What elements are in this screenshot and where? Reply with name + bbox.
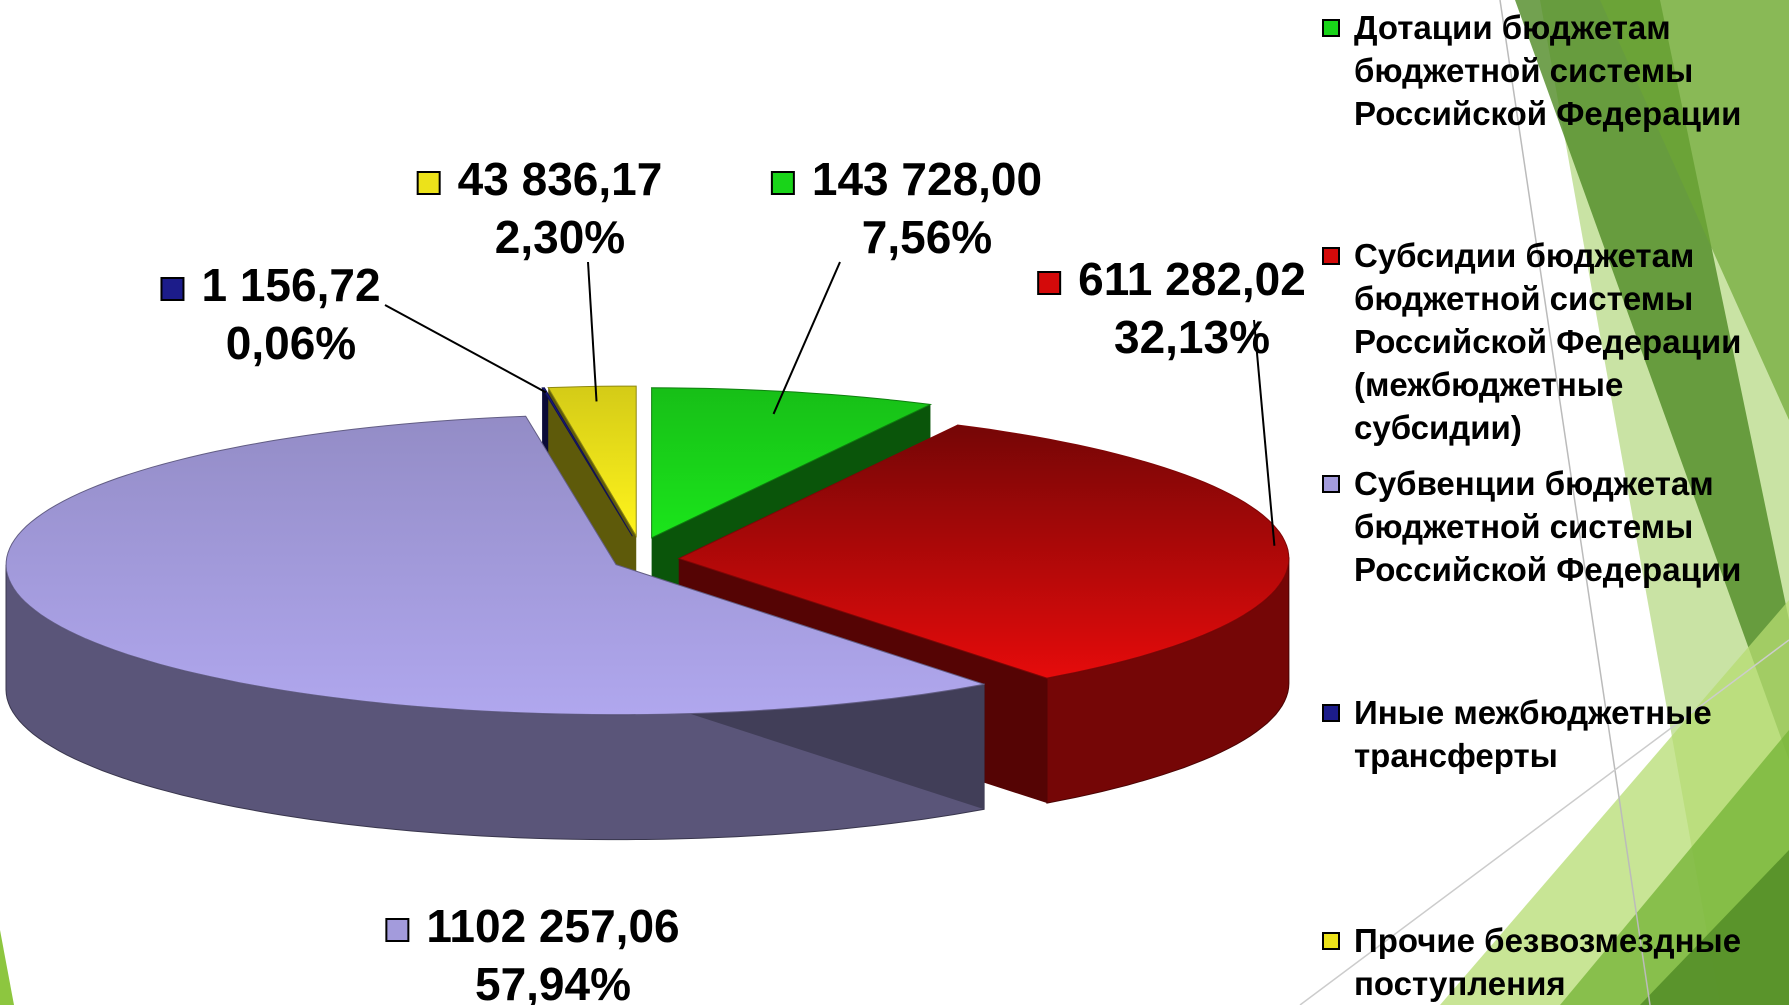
leader-line	[774, 262, 840, 414]
legend-entry: Иные межбюджетные трансферты	[1322, 691, 1782, 777]
percent-label: 7,56%	[862, 211, 992, 263]
label-swatch	[772, 172, 794, 194]
legend-entry: Дотации бюджетам бюджетной системы Росси…	[1322, 6, 1782, 135]
legend-label: Иные межбюджетные трансферты	[1354, 694, 1712, 774]
label-swatch	[161, 278, 183, 300]
page: {"chart_data": {"type": "pie3d", "catego…	[0, 0, 1789, 1005]
percent-label: 57,94%	[475, 958, 631, 1005]
legend-entry: Прочие безвозмездные поступления	[1322, 919, 1782, 1005]
legend-swatch	[1322, 704, 1340, 722]
legend-swatch	[1322, 932, 1340, 950]
legend-swatch	[1322, 19, 1340, 37]
percent-label: 0,06%	[226, 317, 356, 369]
data-label: 143 728,00	[812, 153, 1042, 205]
label-swatch	[386, 919, 408, 941]
leader-line	[385, 305, 546, 392]
label-swatch	[1038, 272, 1060, 294]
legend-label: Дотации бюджетам бюджетной системы Росси…	[1354, 9, 1741, 132]
legend-label: Субвенции бюджетам бюджетной системы Рос…	[1354, 465, 1741, 588]
percent-label: 32,13%	[1114, 311, 1270, 363]
data-label: 43 836,17	[458, 153, 663, 205]
data-label: 1 156,72	[201, 259, 380, 311]
legend-label: Прочие безвозмездные поступления	[1354, 922, 1741, 1002]
leader-line	[588, 262, 597, 401]
data-label: 1102 257,06	[426, 900, 679, 952]
legend-label: Субсидии бюджетам бюджетной системы Росс…	[1354, 237, 1741, 446]
legend-entry: Субсидии бюджетам бюджетной системы Росс…	[1322, 234, 1782, 449]
label-swatch	[418, 172, 440, 194]
percent-label: 2,30%	[495, 211, 625, 263]
data-label: 611 282,02	[1078, 253, 1306, 305]
legend-swatch	[1322, 247, 1340, 265]
legend-entry: Субвенции бюджетам бюджетной системы Рос…	[1322, 462, 1782, 591]
legend-swatch	[1322, 475, 1340, 493]
